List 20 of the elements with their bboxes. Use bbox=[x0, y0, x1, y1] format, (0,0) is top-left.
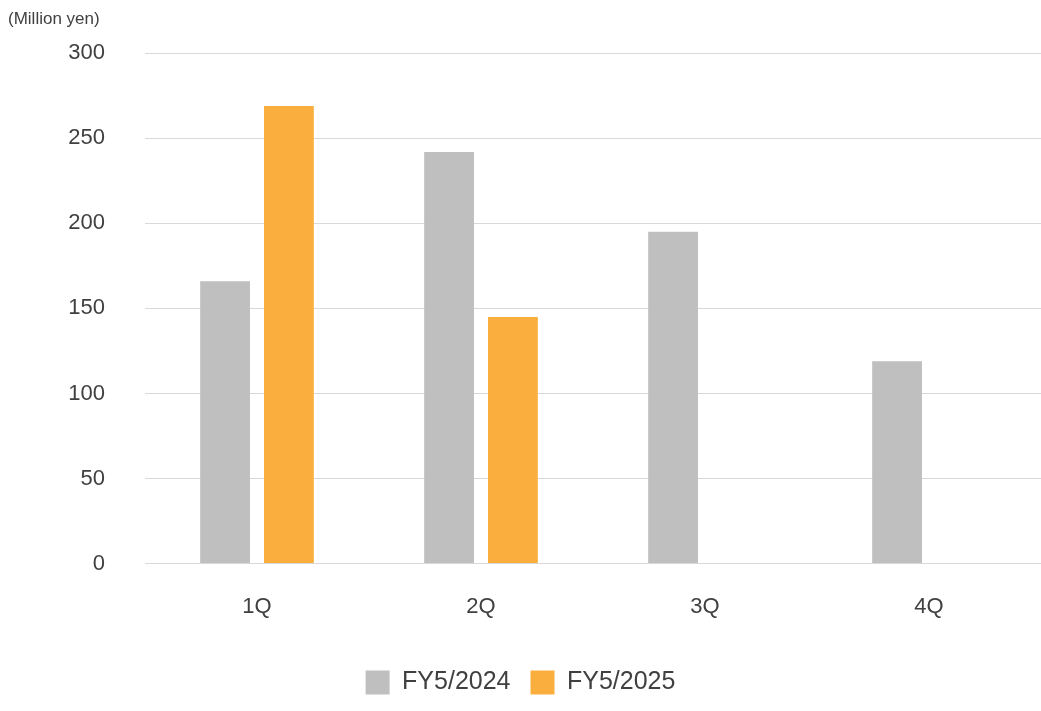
bar bbox=[200, 281, 250, 564]
x-tick-label: 1Q bbox=[242, 592, 272, 618]
y-tick-label: 150 bbox=[68, 294, 105, 320]
y-tick-label: 50 bbox=[80, 464, 105, 490]
y-tick-label: 200 bbox=[68, 209, 105, 235]
legend-label: FY5/2025 bbox=[567, 666, 676, 695]
bar bbox=[872, 361, 922, 564]
legend-label: FY5/2024 bbox=[402, 666, 511, 695]
x-tick-label: 3Q bbox=[690, 592, 720, 618]
x-tick-label: 4Q bbox=[914, 592, 944, 618]
x-tick-label: 2Q bbox=[466, 592, 496, 618]
bar bbox=[424, 151, 474, 564]
bar bbox=[648, 231, 698, 564]
y-tick-label: 0 bbox=[92, 549, 105, 575]
y-tick-label: 250 bbox=[68, 124, 105, 150]
bar bbox=[488, 316, 538, 564]
y-axis-title: (Million yen) bbox=[8, 9, 100, 28]
bar bbox=[264, 105, 314, 564]
y-tick-label: 100 bbox=[68, 379, 105, 405]
y-tick-label: 300 bbox=[68, 39, 105, 65]
